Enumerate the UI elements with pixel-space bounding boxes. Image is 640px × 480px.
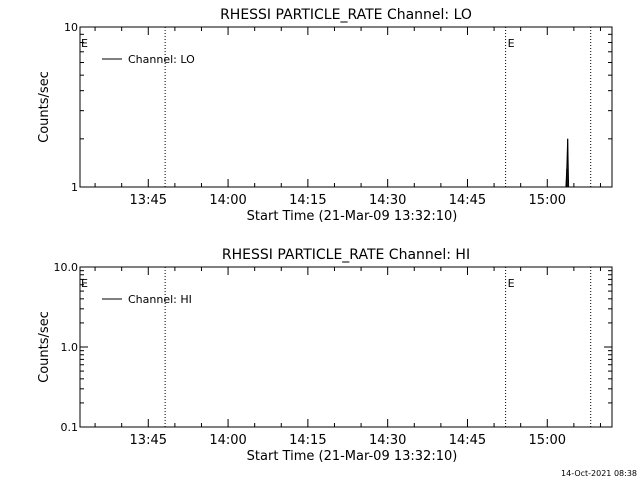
- y-tick-label: 0.1: [61, 421, 79, 434]
- footer-timestamp: 14-Oct-2021 08:38: [561, 469, 637, 478]
- x-tick-label: 14:45: [449, 433, 486, 448]
- time-marker-label: E: [508, 37, 515, 50]
- edge-marker-label: E: [81, 277, 88, 290]
- x-tick-label: 14:15: [289, 433, 326, 448]
- x-axis-label: Start Time (21-Mar-09 13:32:10): [247, 449, 458, 464]
- y-tick-label: 10.0: [54, 261, 79, 274]
- edge-marker-label: E: [81, 37, 88, 50]
- x-tick-label: 14:45: [449, 193, 486, 208]
- legend-entry: Channel: LO: [128, 53, 195, 66]
- y-axis-label: Counts/sec: [37, 71, 52, 143]
- x-axis-label: Start Time (21-Mar-09 13:32:10): [247, 209, 458, 224]
- x-tick-label: 13:45: [130, 193, 167, 208]
- plot-frame: [79, 266, 613, 428]
- x-tick-label: 13:45: [130, 433, 167, 448]
- x-tick-label: 14:15: [289, 193, 326, 208]
- x-tick-label: 14:30: [369, 433, 406, 448]
- y-tick-label: 1.0: [61, 341, 79, 354]
- x-tick-label: 14:00: [209, 433, 246, 448]
- panel-hi: RHESSI PARTICLE_RATE Channel: HI 0.1 1.0 10…: [37, 247, 613, 464]
- time-marker-label: E: [508, 277, 515, 290]
- y-tick-label: 1: [71, 181, 78, 194]
- chart-title: RHESSI PARTICLE_RATE Channel: LO: [220, 7, 472, 23]
- plot-frame: [79, 26, 613, 188]
- y-tick-label: 10: [64, 21, 78, 34]
- legend-entry: Channel: HI: [128, 293, 192, 306]
- chart-title: RHESSI PARTICLE_RATE Channel: HI: [222, 247, 470, 263]
- panel-lo: RHESSI PARTICLE_RATE Channel: LO 1 10 Count…: [37, 7, 613, 224]
- x-tick-label: 14:00: [209, 193, 246, 208]
- y-axis-label: Counts/sec: [37, 311, 52, 383]
- x-tick-label: 15:00: [529, 193, 566, 208]
- x-tick-label: 15:00: [529, 433, 566, 448]
- x-tick-label: 14:30: [369, 193, 406, 208]
